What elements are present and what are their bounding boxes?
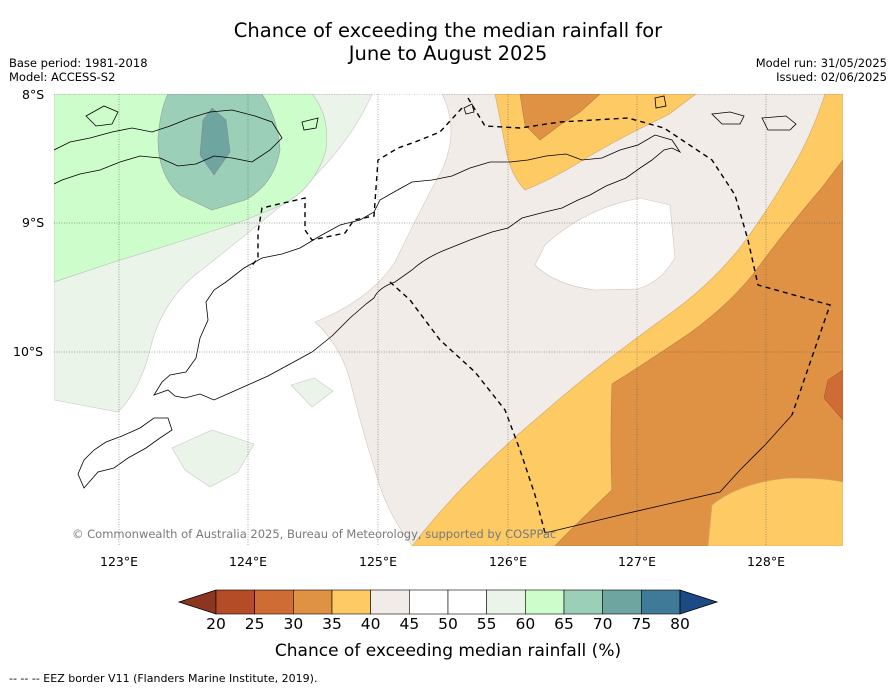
coastline (54, 95, 797, 534)
colorbar-tick-20: 20 (206, 615, 226, 633)
band-55-60-patch-a (290, 377, 334, 408)
map-title: Chance of exceeding the median rainfall … (0, 19, 896, 65)
colorbar-box-30-35 (293, 589, 333, 615)
lon-label-124e: 124°E (228, 554, 268, 569)
colorbar-extend-high (679, 589, 719, 615)
colorbar-tick-35: 35 (322, 615, 342, 633)
colorbar-tick-60: 60 (515, 615, 536, 633)
model-run: Model run: 31/05/2025 (755, 56, 887, 70)
colorbar-tick-65: 65 (554, 615, 574, 633)
coastline-islet-f (463, 103, 475, 115)
lat-label-8s: 8°S (22, 87, 45, 102)
lon-label-128e: 128°E (746, 554, 786, 569)
copyright-notice: © Commonwealth of Australia 2025, Bureau… (72, 527, 557, 541)
meta-left: Base period: 1981-2018 Model: ACCESS-S2 (9, 56, 148, 84)
band-35-40-pocket (707, 477, 843, 546)
band-30-35-north (519, 94, 601, 141)
colorbar-tick-55: 55 (476, 615, 497, 633)
coastline-island-a (77, 417, 173, 489)
base-period: Base period: 1981-2018 (9, 56, 148, 70)
colorbar-box-60-65 (525, 589, 565, 615)
lon-label-127e: 127°E (617, 554, 657, 569)
coastline-islet-a (85, 105, 119, 127)
eez-border (249, 97, 831, 534)
coastline-island-b (54, 109, 283, 185)
band-70-75 (199, 107, 231, 176)
band-45-50-hole (534, 197, 676, 291)
meta-right: Model run: 31/05/2025 Issued: 02/06/2025 (756, 56, 887, 84)
colorbar-box-75-80 (641, 589, 681, 615)
graticule (54, 94, 843, 546)
colorbar (177, 589, 719, 615)
lon-label-126e: 126°E (488, 554, 528, 569)
colorbar-tick-70: 70 (592, 615, 613, 633)
title-line-1: Chance of exceeding the median rainfall … (233, 19, 663, 42)
colorbar-box-55-60 (486, 589, 526, 615)
colorbar-box-45-50 (409, 589, 449, 615)
colorbar-tick-80: 80 (670, 615, 690, 633)
colorbar-box-70-75 (602, 589, 642, 615)
colorbar-tick-45: 45 (399, 615, 420, 633)
title-line-2: June to August 2025 (348, 42, 548, 65)
coastline-timor (153, 134, 682, 401)
band-25-30 (823, 369, 843, 421)
lon-label-123e: 123°E (99, 554, 139, 569)
colorbar-label: Chance of exceeding median rainfall (%) (274, 641, 622, 661)
colorbar-box-20-25 (215, 589, 255, 615)
colorbar-extend-low (177, 589, 217, 615)
map-area (54, 94, 843, 546)
footnote: -- -- -- EEZ border V11 (Flanders Marine… (9, 672, 318, 685)
coastline-islet-d (711, 111, 745, 125)
colorbar-box-40-45 (370, 589, 410, 615)
colorbar-box-65-70 (563, 589, 603, 615)
colorbar-box-25-30 (254, 589, 294, 615)
band-30-35-southeast (554, 159, 843, 546)
colorbar-tick-50: 50 (438, 615, 458, 633)
colorbar-tick-30: 30 (283, 615, 304, 633)
coastline-islet-b (301, 117, 319, 131)
eez-border-sea (389, 281, 546, 534)
issued-date: Issued: 02/06/2025 (776, 70, 887, 84)
lat-label-9s: 9°S (22, 215, 45, 230)
band-55-60-patch-b (171, 429, 255, 488)
colorbar-tick-75: 75 (631, 615, 652, 633)
colorbar-box-35-40 (331, 589, 371, 615)
coastline-islet-e (761, 115, 797, 131)
colorbar-tick-25: 25 (244, 615, 265, 633)
colorbar-tick-40: 40 (360, 615, 381, 633)
lon-label-125e: 125°E (358, 554, 398, 569)
lat-label-10s: 10°S (13, 344, 44, 359)
eez-border-timor-leste (249, 107, 463, 269)
coastline-islet-c (654, 95, 667, 109)
colorbar-box-50-55 (447, 589, 487, 615)
coastline-australia (544, 414, 793, 534)
eez-border-australia (467, 97, 831, 416)
model-name: Model: ACCESS-S2 (9, 70, 116, 84)
